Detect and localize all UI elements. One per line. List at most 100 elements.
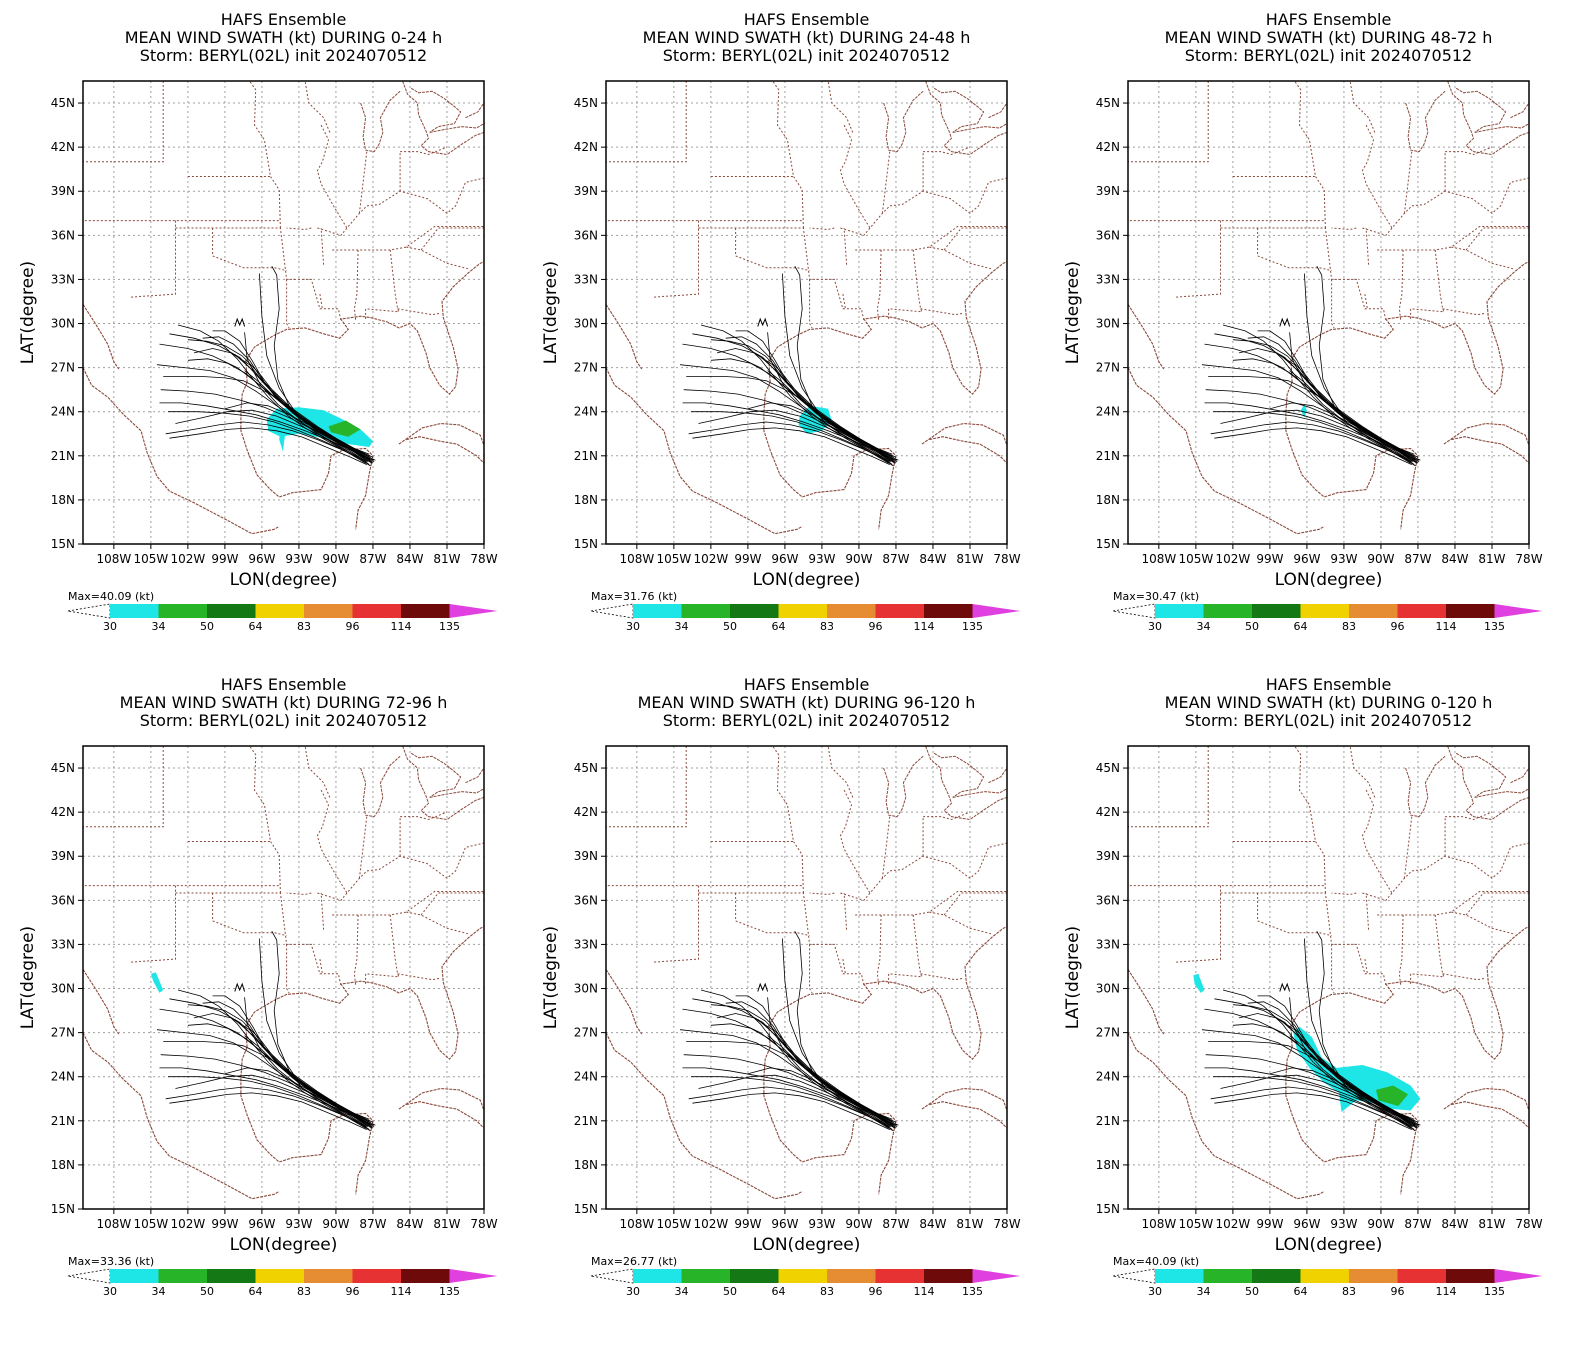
colorbar-label: 64 — [1294, 1285, 1308, 1298]
lon-tick-label: 108W — [96, 552, 131, 566]
state-border — [943, 892, 1007, 916]
colorbar-segment — [158, 1269, 207, 1283]
lake-shore — [1510, 767, 1529, 784]
coastline — [1285, 1047, 1419, 1195]
state-border — [175, 892, 342, 986]
lat-tick-label: 39N — [51, 849, 75, 863]
state-border — [420, 227, 484, 251]
colorbar-segment — [352, 604, 401, 618]
lat-tick-label: 42N — [51, 140, 75, 154]
state-border — [809, 892, 835, 896]
coastline — [1290, 260, 1529, 395]
lat-tick-label: 33N — [1096, 937, 1120, 951]
state-border — [888, 914, 923, 985]
ensemble-track — [710, 358, 899, 461]
lat-tick-label: 27N — [574, 361, 598, 375]
colorbar: 30 34 50 64 83 96 114 135 — [67, 603, 498, 633]
lon-tick-label: 84W — [396, 1217, 423, 1231]
lon-tick-label: 93W — [1330, 552, 1357, 566]
state-border — [839, 124, 871, 229]
panel-title-line: Storm: BERYL(02L) init 2024070512 — [663, 46, 950, 65]
coastline — [240, 382, 374, 530]
state-border — [1364, 294, 1368, 309]
lon-tick-label: 108W — [96, 1217, 131, 1231]
state-border — [876, 249, 882, 321]
state-border — [809, 279, 813, 329]
ensemble-track — [160, 1054, 372, 1129]
colorbar: 30 34 50 64 83 96 114 135 — [67, 1268, 498, 1298]
lake-shore — [1455, 87, 1507, 133]
colorbar-segment — [1252, 604, 1301, 618]
lon-tick-label: 102W — [1215, 552, 1250, 566]
lon-tick-label: 105W — [133, 552, 168, 566]
state-border — [1331, 944, 1335, 994]
colorbar-label: 50 — [1245, 1285, 1259, 1298]
colorbar-label: 50 — [1245, 620, 1259, 633]
colorbar-label: 30 — [1148, 1285, 1162, 1298]
x-axis-label: LON(degree) — [1275, 570, 1383, 590]
colorbar-label: 83 — [1342, 1285, 1356, 1298]
lon-tick-label: 84W — [919, 1217, 946, 1231]
lat-tick-label: 24N — [574, 1070, 598, 1084]
lake-shore — [988, 102, 1007, 119]
panel-title-line: MEAN WIND SWATH (kt) DURING 72-96 h — [120, 693, 448, 712]
lon-tick-label: 81W — [433, 552, 460, 566]
ensemble-track — [168, 1076, 366, 1128]
colorbar-label: 30 — [626, 620, 640, 633]
lon-tick-label: 96W — [771, 1217, 798, 1231]
map-area — [83, 81, 484, 544]
state-border — [353, 249, 359, 321]
lat-tick-label: 21N — [51, 1114, 75, 1128]
plot-frame — [1127, 745, 1530, 1210]
lat-tick-label: 42N — [51, 805, 75, 819]
state-border — [1465, 892, 1529, 916]
state-border — [1362, 842, 1529, 901]
lake-shore — [1474, 123, 1529, 133]
lat-tick-label: 36N — [1096, 228, 1120, 242]
ensemble-track — [1279, 354, 1419, 458]
state-border — [1398, 249, 1404, 321]
state-border — [286, 227, 312, 231]
state-border — [881, 816, 891, 879]
state-border — [698, 227, 865, 321]
colorbar-segment — [1252, 1269, 1301, 1283]
lat-tick-label: 15N — [51, 1202, 75, 1216]
colorbar-label: 135 — [1484, 1285, 1505, 1298]
ensemble-track — [735, 995, 897, 1129]
state-border — [654, 885, 699, 963]
colorbar-segment — [1203, 1269, 1252, 1283]
lat-tick-label: 30N — [51, 317, 75, 331]
ensemble-track — [168, 411, 366, 463]
panel-title-line: Storm: BERYL(02L) init 2024070512 — [140, 711, 427, 730]
ensemble-track — [691, 411, 889, 463]
state-border — [1377, 891, 1529, 916]
colorbar-label: 34 — [152, 1285, 166, 1298]
panel-title-line: HAFS Ensemble — [1266, 675, 1392, 694]
lake-shore — [883, 755, 924, 818]
state-border — [840, 842, 1007, 901]
colorbar-label: 50 — [200, 620, 214, 633]
colorbar-label: 83 — [297, 620, 311, 633]
lat-tick-label: 33N — [51, 937, 75, 951]
ensemble-track — [244, 370, 369, 460]
state-border — [606, 81, 687, 163]
state-border — [400, 146, 448, 156]
state-border — [772, 746, 804, 894]
state-border — [1451, 246, 1515, 270]
colorbar-label: 135 — [962, 1285, 983, 1298]
colorbar-label: 135 — [439, 1285, 460, 1298]
y-axis-label: LAT(degree) — [18, 261, 38, 364]
ensemble-track — [700, 324, 889, 464]
coastline — [768, 260, 1007, 395]
ensemble-track — [692, 998, 894, 1125]
ensemble-track — [1222, 324, 1411, 464]
map-area — [83, 746, 484, 1209]
state-border — [1365, 892, 1370, 930]
lake-shore — [360, 755, 401, 818]
state-border — [1364, 959, 1368, 974]
coastline — [1128, 1032, 1325, 1200]
ensemble-track — [1213, 411, 1411, 463]
state-border — [286, 892, 312, 896]
